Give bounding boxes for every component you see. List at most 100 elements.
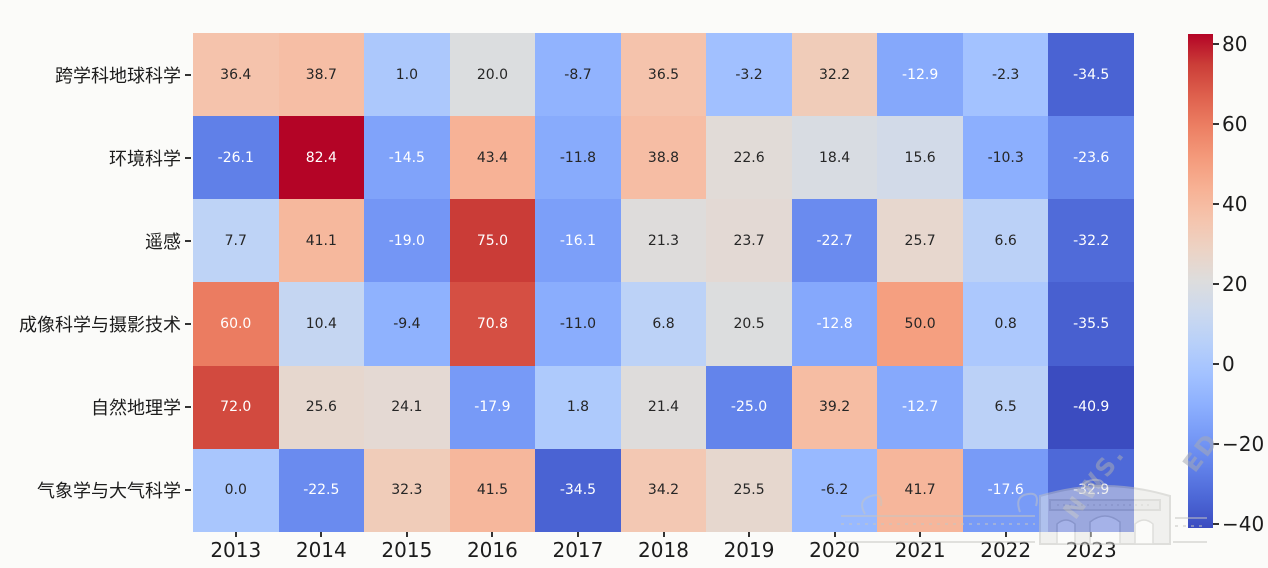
cell-value: 25.6 — [305, 399, 337, 416]
cell-value: 25.5 — [733, 482, 765, 499]
heatmap-cell: 22.6 — [706, 116, 792, 200]
cell-value: -22.7 — [816, 232, 853, 249]
cell-value: 36.4 — [220, 66, 252, 83]
heatmap-cell: 24.1 — [364, 365, 450, 449]
cell-value: 70.8 — [476, 316, 508, 333]
cell-value: 36.5 — [647, 66, 680, 83]
cell-value: 6.5 — [994, 399, 1017, 416]
heatmap-cell: -12.7 — [877, 365, 963, 449]
heatmap-cell: -26.1 — [193, 116, 279, 200]
heatmap-cell: 60.0 — [193, 282, 279, 366]
x-tick-mark — [576, 532, 579, 537]
heatmap-cell: 41.5 — [449, 448, 536, 532]
heatmap-cell: -19.0 — [364, 199, 450, 283]
x-tick-mark — [748, 532, 751, 537]
heatmap-cell: -35.5 — [1048, 282, 1134, 366]
heatmap-cell: 6.6 — [962, 199, 1049, 283]
cell-value: 34.2 — [647, 482, 680, 499]
cell-value: -3.2 — [735, 66, 763, 83]
cell-value: -10.3 — [987, 149, 1024, 166]
heatmap-cell: -10.3 — [962, 116, 1049, 200]
x-tick-mark — [234, 532, 237, 537]
heatmap-cell: -34.5 — [535, 448, 621, 532]
heatmap-cell: 21.3 — [620, 199, 707, 283]
cell-value: -34.5 — [559, 482, 597, 499]
x-axis-label: 2023 — [1065, 538, 1117, 562]
cell-value: 23.7 — [733, 232, 765, 249]
heatmap-cell: 1.8 — [535, 365, 621, 449]
cell-value: 6.6 — [994, 232, 1017, 249]
row-label: 气象学与大气科学 — [37, 481, 181, 503]
cell-value: -8.7 — [564, 66, 592, 83]
heatmap-cell: -17.6 — [962, 448, 1049, 532]
y-axis-label-row: 自然地理学 — [0, 366, 191, 449]
heatmap-cell: 50.0 — [877, 282, 963, 366]
cell-value: -22.5 — [303, 482, 340, 499]
cell-value: 0.8 — [994, 316, 1017, 333]
cell-value: -26.1 — [217, 149, 254, 166]
colorbar-gradient — [1188, 34, 1213, 528]
heatmap-cell: -2.3 — [962, 33, 1049, 117]
heatmap-cell: -9.4 — [364, 282, 450, 366]
heatmap-cell: -17.9 — [449, 365, 536, 449]
y-axis-label-row: 遥感 — [0, 199, 191, 282]
heatmap-cell: -32.2 — [1048, 199, 1134, 283]
heatmap-cell: 23.7 — [706, 199, 792, 283]
heatmap-cell: 21.4 — [620, 365, 707, 449]
y-tick-mark — [185, 156, 191, 159]
heatmap-cell: 7.7 — [193, 199, 279, 283]
x-axis-label: 2017 — [552, 538, 604, 562]
cell-value: 39.2 — [819, 399, 851, 416]
cell-value: -11.8 — [559, 149, 597, 166]
colorbar-tick-mark — [1213, 122, 1219, 125]
heatmap-cell: -14.5 — [364, 116, 450, 200]
cell-value: 24.1 — [391, 399, 423, 416]
cell-value: 0.0 — [224, 482, 247, 499]
heatmap-cell: 1.0 — [364, 33, 450, 117]
y-axis: 跨学科地球科学 环境科学 遥感 成像科学与摄影技术 自然地理学 气象学与大气科学 — [0, 33, 191, 532]
x-axis-label: 2018 — [638, 538, 689, 562]
colorbar-tick-mark — [1213, 523, 1219, 526]
cell-value: -25.0 — [730, 399, 768, 416]
cell-value: 7.7 — [224, 232, 247, 249]
row-label: 自然地理学 — [91, 398, 181, 420]
cell-value: 72.0 — [220, 399, 252, 416]
heatmap-cell: -23.6 — [1048, 116, 1134, 200]
x-axis-label: 2019 — [723, 538, 775, 562]
y-tick-mark — [185, 239, 191, 242]
cell-value: 82.4 — [305, 149, 337, 166]
cell-value: 1.0 — [395, 66, 418, 83]
heatmap-cell: 6.8 — [620, 282, 707, 366]
colorbar-tick-label: 20 — [1222, 272, 1248, 296]
x-axis-label: 2015 — [381, 538, 433, 562]
cell-value: -6.2 — [820, 482, 849, 499]
cell-value: 41.7 — [904, 482, 936, 499]
heatmap-cell: -25.0 — [706, 365, 792, 449]
colorbar-tick-mark — [1213, 202, 1219, 205]
heatmap-cell: 36.4 — [193, 33, 279, 117]
heatmap-cell: -22.7 — [791, 199, 878, 283]
cell-value: -19.0 — [388, 232, 425, 249]
cell-value: -12.7 — [902, 399, 939, 416]
cell-value: 25.7 — [904, 232, 936, 249]
x-axis-label: 2021 — [894, 538, 946, 562]
colorbar-tick-label: 0 — [1222, 352, 1235, 377]
heatmap-cell: 0.8 — [962, 282, 1049, 366]
heatmap-cell: 32.3 — [364, 448, 450, 532]
x-axis-label: 2020 — [809, 538, 861, 562]
heatmap-cell: 75.0 — [449, 199, 536, 283]
cell-value: -34.5 — [1073, 66, 1110, 83]
heatmap-cell: 72.0 — [193, 365, 279, 449]
colorbar-tick-mark — [1213, 283, 1219, 285]
cell-value: -23.6 — [1073, 149, 1110, 166]
cell-value: 75.0 — [476, 232, 508, 249]
cell-value: -14.5 — [388, 149, 425, 166]
colorbar-tick-label: −20 — [1222, 432, 1265, 457]
cell-value: 41.5 — [476, 482, 508, 499]
y-axis-label-row: 气象学与大气科学 — [0, 449, 191, 532]
cell-value: 38.8 — [647, 149, 680, 166]
heatmap-cell: 34.2 — [620, 448, 707, 532]
cell-value: -32.2 — [1073, 232, 1110, 249]
heatmap-cell: 25.5 — [706, 448, 792, 532]
heatmap-cell: 43.4 — [449, 116, 536, 200]
